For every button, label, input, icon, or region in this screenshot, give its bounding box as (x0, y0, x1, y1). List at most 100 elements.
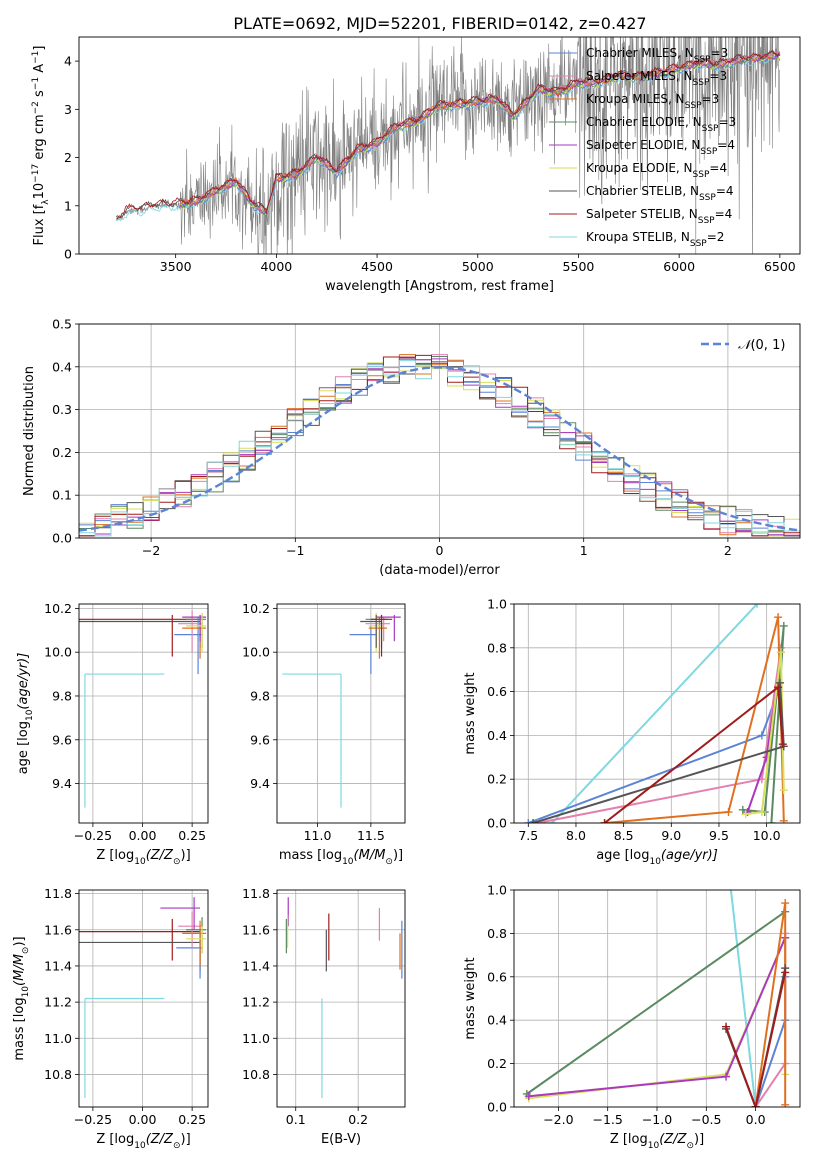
weight-marker-kroupa-elodie (779, 786, 788, 795)
x-tick-label: 5000 (462, 259, 494, 274)
y-tick-label: 10.2 (242, 601, 270, 616)
plot-area (115, 37, 781, 254)
weight-line-kroupa-elodie (745, 652, 785, 816)
y-tick-label: 0.0 (487, 1100, 507, 1115)
weight-marker-salpeter-stelib (774, 683, 783, 692)
legend-entry: Kroupa STELIB, NSSP=2 (586, 230, 724, 249)
weight-marker-kroupa-stelib (796, 556, 804, 564)
x-axis-label: mass [log10(M/M⊙)] (279, 848, 403, 867)
histogram-salpeter-stelib (79, 354, 800, 537)
axes-frame (78, 889, 209, 1108)
x-tick-label: 10.0 (753, 828, 781, 843)
y-axis-label: mass [log10(M/M⊙)] (12, 936, 31, 1060)
x-tick-label: −0.5 (691, 1112, 721, 1127)
y-tick-label: 0.4 (52, 359, 72, 374)
weight-marker-chabrier-stelib (775, 678, 784, 687)
x-tick-label: −0.25 (74, 828, 112, 843)
plot-area (79, 897, 207, 1098)
x-tick-label: 8.0 (566, 828, 586, 843)
weight-line-kroupa-stelib (551, 604, 759, 823)
x-tick-label: 6500 (764, 259, 796, 274)
y-tick-label: 0.0 (487, 816, 507, 831)
y-tick-label: 10.8 (242, 1067, 270, 1082)
grid (514, 889, 800, 1108)
weight-marker-chabrier-miles (524, 819, 533, 823)
y-axis-label: age [log10(age/yr)] (16, 653, 35, 775)
weight-vs-age-panel: 7.5 8.0 8.5 9.0 9.5 10.0 0.0 0.2 0.4 0.6 0.8 1.0 age… (463, 556, 804, 867)
age-vs-mass-panel: 11.0 11.5 9.4 9.6 9.8 10.0 10.2 mass [log10(M/M… (242, 601, 406, 867)
y-tick-label: 0.8 (487, 640, 507, 655)
y-tick-label: 11.8 (242, 886, 270, 901)
histogram-chabrier-elodie (79, 356, 800, 537)
legend-entry: Chabrier ELODIE, NSSP=3 (586, 115, 736, 134)
weight-marker-kroupa-miles (781, 1100, 790, 1107)
axes-frame (78, 323, 801, 539)
plot-area (285, 897, 403, 1098)
legend-entry: Salpeter ELODIE, NSSP=4 (586, 138, 735, 157)
weight-marker-chabrier-elodie (738, 805, 747, 814)
normal-distribution-curve (79, 366, 800, 532)
y-axis-label: Flux [fλ10−17 erg cm−2 s−1 A−1] (31, 46, 51, 246)
x-tick-label: −2 (142, 543, 160, 558)
x-tick-label: 0.1 (286, 1112, 306, 1127)
plot-area (79, 610, 207, 808)
x-tick-label: 11.5 (357, 828, 385, 843)
x-tick-label: 3500 (160, 259, 192, 274)
x-axis-label: wavelength [Angstrom, rest frame] (325, 279, 554, 294)
weight-marker-kroupa-miles (724, 808, 733, 817)
y-tick-label: 3 (64, 102, 72, 117)
x-tick-label: −1.0 (642, 1112, 672, 1127)
axes-frame (276, 603, 406, 824)
x-tick-label: 11.0 (304, 828, 332, 843)
y-tick-label: 0.0 (52, 531, 72, 546)
weight-line-chabrier-miles (527, 691, 780, 823)
weight-marker-chabrier-stelib (529, 819, 538, 823)
axes-frame (78, 603, 209, 824)
y-tick-label: 4 (64, 54, 72, 69)
y-axis-label: mass weight (463, 957, 478, 1039)
model-spectrum-kroupa-miles (179, 50, 781, 213)
weight-marker-salpeter-miles (533, 819, 542, 823)
legend-entry: Kroupa ELODIE, NSSP=4 (586, 161, 727, 180)
weight-marker-salpeter-stelib (600, 819, 609, 823)
y-tick-label: 11.2 (242, 995, 270, 1010)
x-tick-label: 0.0 (746, 1112, 766, 1127)
weight-marker-salpeter-stelib (781, 968, 790, 977)
x-tick-label: 2 (724, 543, 732, 558)
legend-entry: Chabrier STELIB, NSSP=4 (586, 184, 734, 203)
weight-marker-kroupa-stelib (753, 604, 762, 608)
weight-marker-kroupa-miles (781, 899, 790, 908)
y-tick-label: 0.2 (487, 772, 507, 787)
y-tick-label: 11.2 (44, 995, 72, 1010)
weight-line-kroupa-stelib (729, 890, 757, 1107)
y-tick-label: 0.6 (487, 969, 507, 984)
weight-marker-kroupa-stelib (722, 843, 730, 851)
y-tick-label: 9.6 (52, 732, 72, 747)
plot-area (282, 612, 401, 808)
model-spectrum-salpeter-stelib (116, 50, 781, 220)
y-tick-label: 9.4 (250, 776, 270, 791)
y-tick-label: 10.0 (242, 645, 270, 660)
y-tick-label: 0 (64, 247, 72, 262)
y-tick-label: 9.8 (250, 688, 270, 703)
weight-marker-salpeter-stelib (722, 1022, 731, 1031)
grid (79, 604, 208, 823)
weight-marker-kroupa-elodie (741, 810, 750, 819)
y-tick-label: 11.6 (44, 922, 72, 937)
legend-entry: Salpeter STELIB, NSSP=4 (586, 207, 732, 226)
legend-entry: Salpeter MILES, NSSP=3 (586, 69, 727, 88)
weight-marker-salpeter-elodie (722, 1072, 731, 1081)
weight-line-chabrier-elodie (526, 910, 786, 1095)
x-tick-label: 0.2 (348, 1112, 368, 1127)
weight-marker-kroupa-miles (779, 816, 788, 823)
y-axis-label: Normed distribution (22, 366, 37, 496)
axes-frame (513, 603, 801, 824)
x-axis-label: (data-model)/error (379, 563, 500, 578)
x-tick-label: 8.5 (614, 828, 634, 843)
plot-area (79, 354, 800, 537)
x-tick-label: 1 (580, 543, 588, 558)
x-tick-label: 0 (436, 543, 444, 558)
legend: Chabrier MILES, NSSP=3 Salpeter MILES, NS… (549, 46, 736, 249)
y-tick-label: 0.2 (52, 445, 72, 460)
